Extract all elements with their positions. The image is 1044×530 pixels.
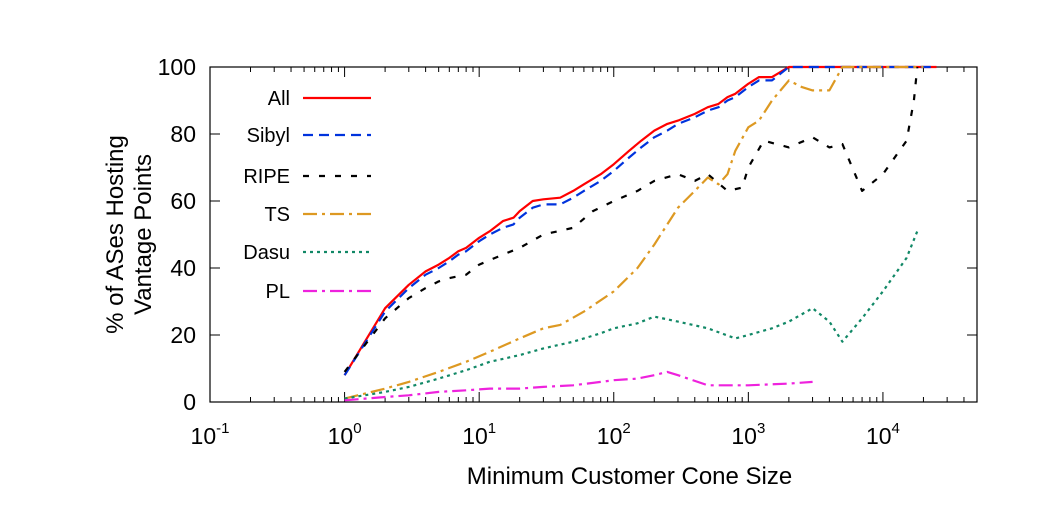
x-tick-label: 102 [597, 420, 631, 449]
x-tick-label: 103 [731, 420, 765, 449]
y-tick-label: 40 [170, 255, 196, 281]
legend-label-pl: PL [266, 281, 290, 303]
legend-label-ts: TS [264, 204, 290, 226]
series-line-sibyl [343, 65, 937, 376]
plot-border [209, 66, 978, 403]
y-tick-label: 0 [183, 389, 196, 415]
x-tick-label: 10-1 [191, 420, 230, 449]
x-tick-label: 100 [328, 420, 362, 449]
series-line-all [343, 65, 937, 376]
series-line-ts [344, 65, 924, 400]
legend-label-ripe: RIPE [243, 166, 290, 188]
y-tick-label: 80 [170, 121, 196, 147]
y-tick-label: 100 [158, 54, 196, 80]
x-tick-label: 101 [462, 420, 496, 449]
legend-label-dasu: Dasu [243, 242, 290, 264]
series-line-ripe [343, 66, 919, 373]
series-lines [343, 65, 937, 402]
plot-frame [209, 66, 978, 403]
y-tick-label: 60 [170, 188, 196, 214]
y-tick-label: 20 [170, 322, 196, 348]
y-axis-title-line: Vantage Points [130, 154, 157, 315]
legend-label-sibyl: Sibyl [247, 125, 290, 147]
legend: All Sibyl RIPE TS Dasu PL [243, 88, 371, 303]
x-axis-title: Minimum Customer Cone Size [467, 463, 792, 490]
series-line-pl [344, 370, 813, 402]
y-axis-title: % of ASes Hosting Vantage Points [102, 135, 157, 334]
x-axis: 10-1 100 101 102 103 104 [191, 67, 978, 449]
x-tick-label: 104 [866, 420, 900, 449]
y-axis-title-line: % of ASes Hosting [102, 135, 129, 334]
y-axis: 0 20 40 60 80 100 [158, 54, 977, 415]
legend-label-all: All [268, 88, 290, 110]
